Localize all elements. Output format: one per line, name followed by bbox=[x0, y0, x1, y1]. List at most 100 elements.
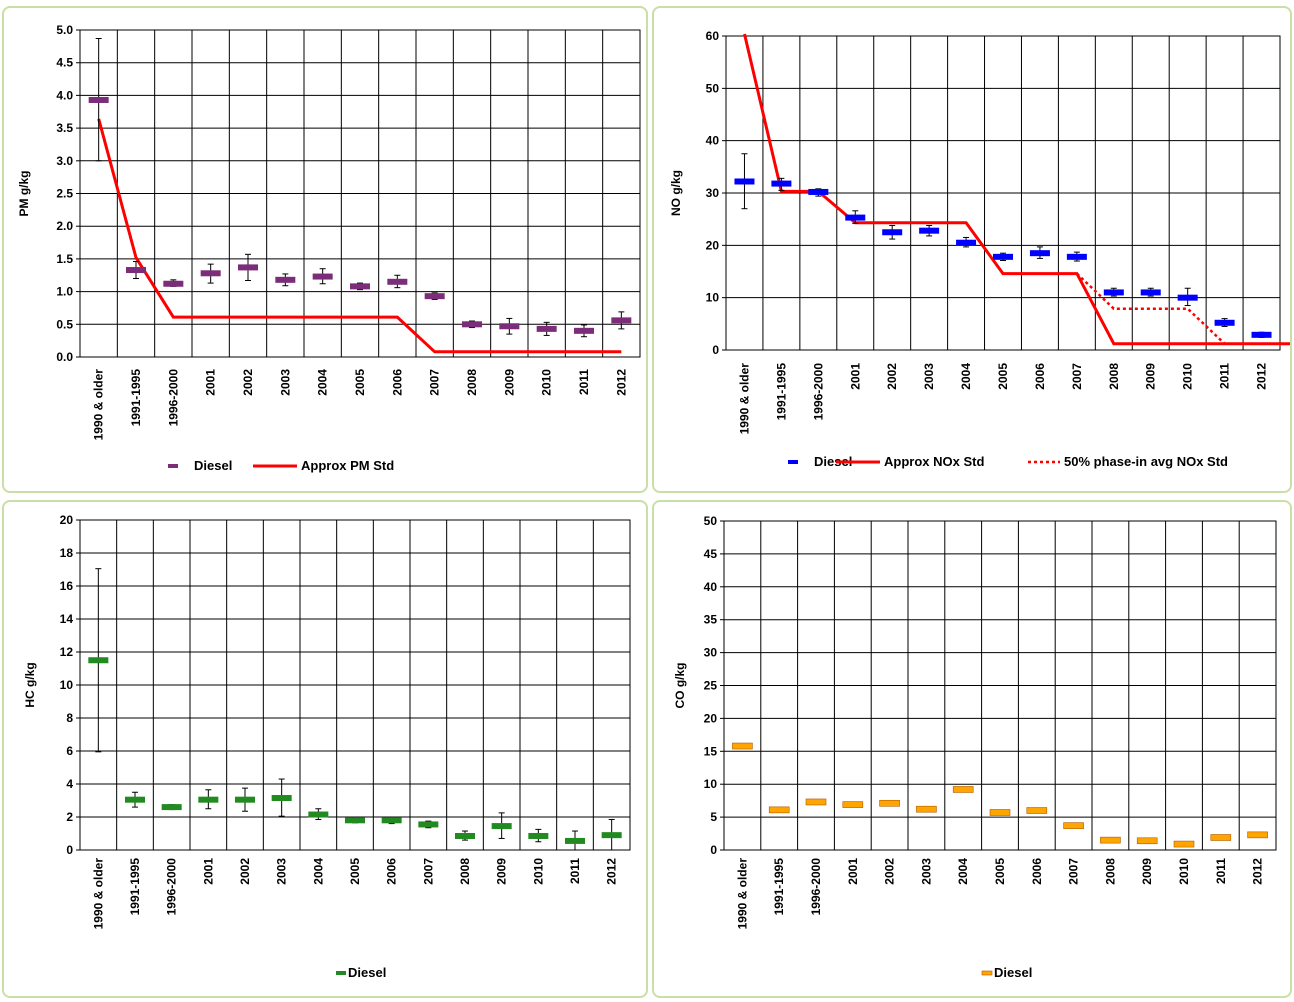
data-point bbox=[919, 227, 940, 234]
data-point bbox=[424, 293, 445, 300]
x-tick-label: 1990 & older bbox=[735, 858, 749, 930]
legend-label: Approx NOx Std bbox=[884, 454, 984, 469]
y-tick-label: 20 bbox=[706, 238, 720, 252]
x-tick-label: 1996-2000 bbox=[811, 363, 825, 421]
y-tick-label: 0 bbox=[66, 843, 73, 857]
x-tick-label: 2010 bbox=[1181, 363, 1195, 390]
x-tick-label: 2005 bbox=[348, 858, 362, 885]
data-point bbox=[350, 283, 370, 290]
y-tick-label: 10 bbox=[60, 678, 74, 692]
data-point bbox=[200, 270, 221, 277]
x-tick-label: 2002 bbox=[885, 363, 899, 390]
legend-label: 50% phase-in avg NOx Std bbox=[1064, 454, 1228, 469]
data-point bbox=[574, 327, 594, 334]
legend-marker bbox=[168, 464, 178, 468]
data-point bbox=[1103, 289, 1124, 296]
data-point bbox=[235, 796, 255, 803]
data-point bbox=[163, 280, 184, 287]
data-point bbox=[805, 798, 827, 806]
data-point bbox=[88, 96, 109, 103]
legend-label: Diesel bbox=[814, 454, 852, 469]
y-tick-label: 1.5 bbox=[56, 252, 73, 266]
legend-label: Diesel bbox=[194, 458, 232, 473]
data-point bbox=[275, 276, 296, 283]
y-tick-label: 18 bbox=[60, 546, 74, 560]
pm-chart-panel: 0.0 0.5 1.0 1.5 2.0 2.5 3.0 3.5 4.0 4.5 5.0 PM g/kg… bbox=[2, 6, 648, 493]
data-point bbox=[1173, 840, 1195, 848]
y-tick-label: 3.5 bbox=[56, 121, 73, 135]
y-tick-label: 0.5 bbox=[56, 317, 73, 331]
x-tick-label: 2010 bbox=[1177, 858, 1191, 885]
data-point bbox=[734, 178, 755, 185]
data-point bbox=[1066, 253, 1087, 260]
x-tick-label: 2001 bbox=[201, 858, 215, 885]
series-line bbox=[1076, 272, 1226, 345]
x-tick-label: 2001 bbox=[204, 369, 218, 396]
x-tick-label: 1991-1995 bbox=[772, 858, 786, 916]
legend-marker bbox=[788, 460, 798, 464]
x-tick-label: 2004 bbox=[311, 858, 325, 885]
y-tick-label: 20 bbox=[704, 711, 718, 725]
data-point bbox=[381, 817, 402, 824]
x-tick-label: 2009 bbox=[502, 369, 516, 396]
data-point bbox=[808, 188, 829, 195]
x-tick-label: 2003 bbox=[275, 858, 289, 885]
data-point bbox=[462, 321, 482, 328]
data-point bbox=[611, 317, 632, 324]
y-tick-label: 25 bbox=[704, 679, 718, 693]
x-tick-label: 2012 bbox=[605, 858, 619, 885]
y-tick-label: 1.0 bbox=[56, 285, 73, 299]
x-tick-label: 2011 bbox=[1214, 858, 1228, 884]
x-tick-label: 2012 bbox=[1251, 858, 1265, 885]
x-tick-label: 2003 bbox=[919, 858, 933, 885]
data-point bbox=[732, 742, 753, 750]
no-chart: 0 10 20 30 40 50 60 NO g/kg 1990 & older 1991-199… bbox=[669, 29, 1290, 469]
data-point bbox=[842, 801, 864, 808]
x-tick-label: 2009 bbox=[1144, 363, 1158, 390]
y-tick-label: 2.5 bbox=[56, 187, 73, 201]
data-point bbox=[879, 799, 900, 807]
data-point bbox=[126, 267, 146, 274]
y-tick-label: 30 bbox=[704, 646, 718, 660]
data-point bbox=[771, 180, 792, 187]
y-tick-label: 0 bbox=[712, 343, 719, 357]
x-tick-label: 1991-1995 bbox=[128, 858, 142, 916]
x-tick-label: 2011 bbox=[577, 369, 591, 395]
data-point bbox=[1029, 250, 1050, 257]
y-tick-label: 20 bbox=[60, 513, 74, 527]
data-point bbox=[161, 804, 182, 811]
data-point bbox=[238, 264, 258, 271]
x-tick-label: 2001 bbox=[848, 363, 862, 390]
x-tick-label: 1996-2000 bbox=[809, 858, 823, 916]
x-tick-label: 2010 bbox=[540, 369, 554, 396]
pm-chart: 0.0 0.5 1.0 1.5 2.0 2.5 3.0 3.5 4.0 4.5 5.0 PM g/kg… bbox=[17, 23, 641, 473]
x-tick-label: 1990 & older bbox=[737, 363, 751, 435]
series-line bbox=[743, 33, 1290, 346]
y-tick-label: 4.5 bbox=[56, 56, 73, 70]
y-tick-label: 10 bbox=[706, 291, 720, 305]
y-tick-label: 6 bbox=[66, 744, 73, 758]
data-point bbox=[1140, 289, 1161, 296]
data-point bbox=[601, 832, 622, 839]
data-point bbox=[1063, 822, 1084, 829]
data-point bbox=[455, 832, 475, 839]
x-tick-label: 1996-2000 bbox=[165, 858, 179, 916]
x-tick-label: 2003 bbox=[278, 369, 292, 396]
x-tick-label: 2011 bbox=[1218, 363, 1232, 389]
data-point bbox=[768, 806, 790, 814]
x-tick-label: 2012 bbox=[614, 369, 628, 396]
y-tick-label: 2.0 bbox=[56, 219, 73, 233]
x-tick-label: 2006 bbox=[1030, 858, 1044, 885]
data-point bbox=[882, 229, 903, 236]
data-point bbox=[1251, 331, 1272, 338]
x-tick-label: 2005 bbox=[353, 369, 367, 396]
x-tick-label: 1991-1995 bbox=[774, 363, 788, 421]
y-tick-label: 16 bbox=[60, 579, 74, 593]
x-tick-label: 2002 bbox=[238, 858, 252, 885]
data-point bbox=[198, 796, 219, 803]
x-tick-label: 2011 bbox=[568, 858, 582, 884]
x-tick-label: 2009 bbox=[1140, 858, 1154, 885]
y-tick-label: 15 bbox=[704, 744, 718, 758]
data-point bbox=[536, 325, 557, 332]
x-tick-label: 2008 bbox=[1107, 363, 1121, 390]
